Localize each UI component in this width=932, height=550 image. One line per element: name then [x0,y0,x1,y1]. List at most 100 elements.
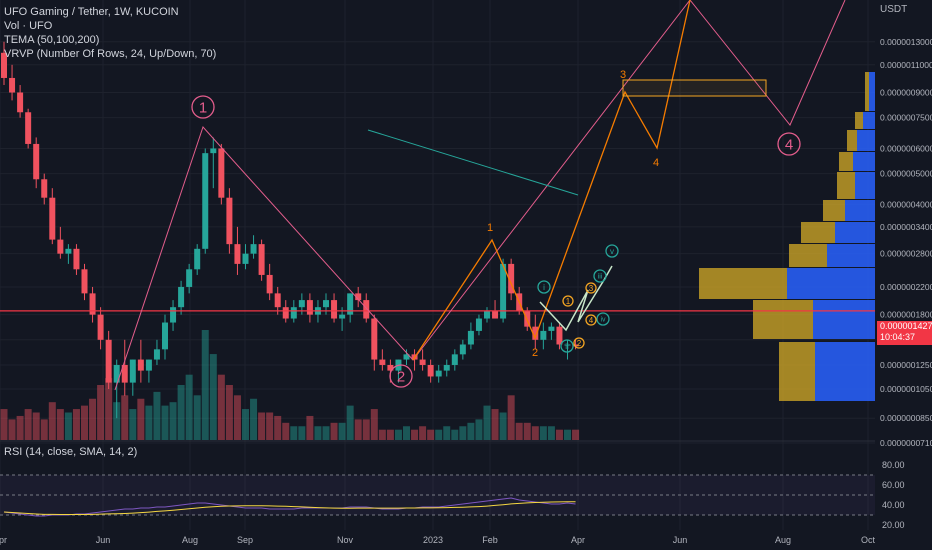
candle-body [387,364,394,371]
candle-body [266,274,273,294]
vrvp-down-row [865,72,869,111]
legend-vrvp[interactable]: VRVP (Number Of Rows, 24, Up/Down, 70) [4,48,217,60]
volume-bars [0,330,580,440]
time-tick-label: Jun [673,535,688,545]
candle-body [89,293,96,315]
price-tick-label: 0.0000001250 [880,360,932,370]
price-tick-label: 0.0000002800 [880,249,932,259]
volume-bar [48,402,56,440]
volume-bar [338,422,346,440]
volume-bar [8,419,16,440]
rsi-sma-line [3,501,576,516]
candle-body [97,314,104,340]
candle-body [57,239,64,254]
volume-bar [499,412,507,440]
rsi-legend[interactable]: RSI (14, close, SMA, 14, 2) [4,446,138,458]
volume-bar [523,422,531,440]
candle-body [33,143,40,180]
candle-body [435,370,442,377]
volume-bar [362,419,370,440]
legend-tema[interactable]: TEMA (50,100,200) [4,34,100,46]
vrvp-down-row [823,200,845,221]
candle-body [17,92,24,113]
candle-body [451,354,458,365]
minor-wave-4-label: 4 [653,157,659,169]
price-tick-label: 0.0000002200 [880,282,932,292]
candle-body [274,293,281,308]
candle-body [105,339,112,383]
price-axis-bg [875,0,932,550]
candle-body [331,300,338,319]
sub-wave-ii-marker-label: ii [565,342,569,351]
vrvp-down-row [699,268,787,299]
vrvp-down-row [855,112,863,129]
sub-orange-3-marker-label: 3 [589,284,594,293]
volume-bar [539,426,547,440]
candle-body [170,307,177,323]
vrvp-up-row [869,72,875,111]
vrvp-up-row [857,130,875,151]
current-price-value: 0.000001427 [880,321,932,331]
volume-bar [330,422,338,440]
time-tick-label: Aug [182,535,198,545]
price-tick-label: 0.0000004000 [880,199,932,209]
vrvp-down-row [837,172,855,199]
volume-bar [411,429,419,440]
volume-bar [394,429,402,440]
sub-orange-1-marker [562,295,574,307]
wave-4-marker-label: 4 [785,136,793,153]
sub-wave-iv-marker-label: iv [600,317,606,324]
volume-bar [64,412,72,440]
volume-bar [56,409,64,440]
rsi-tick-label: 20.00 [882,520,905,530]
candle-body [508,263,515,294]
candle-body [282,307,289,319]
price-tick-label: 0.0000001800 [880,310,932,320]
volume-bar [72,409,80,440]
sub-wave-iii-marker [593,269,607,283]
sub-wave-v-marker-label: v [610,247,614,256]
price-tick-label: 0.0000005000 [880,169,932,179]
candle-body [540,330,547,340]
volume-bar [0,409,8,440]
volume-bar [217,374,225,440]
legend-title[interactable]: UFO Gaming / Tether, 1W, KUCOIN [4,6,179,18]
candle-body [556,326,563,345]
volume-bar [201,330,209,440]
time-tick-label: Nov [337,535,354,545]
vrvp-up-row [845,200,875,221]
candle-body [250,244,257,254]
volume-bar [346,405,354,440]
price-tick-label: 0.0000003400 [880,222,932,232]
rsi-tick-label: 40.00 [882,500,905,510]
candle-body [162,322,168,350]
candle-body [129,359,136,383]
candle-body [113,364,120,383]
candle-body [492,310,499,319]
volume-bar [24,409,32,440]
legend-volume[interactable]: Vol · UFO [4,20,53,32]
candle-body [306,300,313,315]
candle-body [9,77,16,93]
volume-bar [507,395,515,440]
candle-body [41,179,48,198]
candle-body [419,359,426,365]
candle-body [443,364,450,371]
vrvp-up-row [853,152,875,171]
volume-bar [89,398,97,440]
volume-bar [209,354,217,440]
major-wave-projection [689,0,846,126]
candle-body [339,314,346,319]
candle-body [242,253,249,264]
candle-body [1,52,7,78]
candle-body [178,286,185,308]
candle-body [532,326,539,340]
volume-bar [250,398,258,440]
current-price-tag: 0.000001427 10:04:37 [877,321,932,345]
time-tick-label: Aug [775,535,791,545]
volume-bar [145,405,153,440]
price-tick-label: 0.0000006000 [880,143,932,153]
volume-bar [354,419,362,440]
sub-wave-i-marker [537,280,551,294]
